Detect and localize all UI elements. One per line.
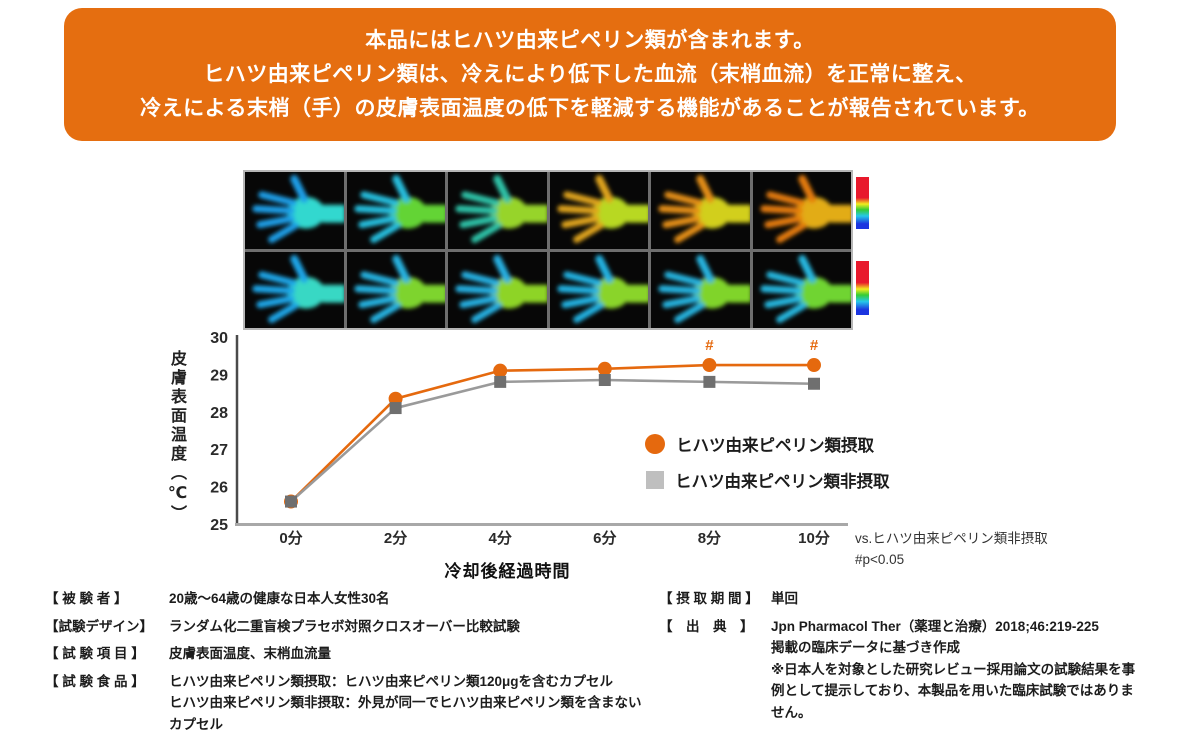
legend-item-intake: ヒハツ由来ピペリン類摂取 bbox=[645, 432, 890, 456]
thermal-hand-cell bbox=[752, 172, 851, 249]
x-tick-label: 8分 bbox=[698, 530, 721, 547]
thermal-hand-cell bbox=[651, 251, 750, 328]
thermal-hand-image bbox=[759, 254, 851, 323]
thermal-hand-image bbox=[252, 174, 344, 244]
significance-note-line-1: vs.ヒハツ由来ピペリン類非摂取 bbox=[855, 531, 1048, 546]
x-tick-label: 6分 bbox=[593, 530, 616, 547]
significance-note: vs.ヒハツ由来ピペリン類非摂取 #p<0.05 bbox=[855, 529, 1048, 571]
study-info-right-column: 【 摂 取 期 間 】単回【 出 典 】 Jpn Pharmacol Ther（薬… bbox=[659, 588, 1140, 742]
study-info-value: 単回 bbox=[771, 591, 798, 606]
study-info-row: 【 試 験 食 品 】 ヒハツ由来ピペリン類摂取：ヒハツ由来ピペリン類120μgを… bbox=[45, 671, 645, 736]
study-info-value: 皮膚表面温度、末梢血流量 bbox=[169, 646, 331, 662]
study-info-value: ヒハツ由来ピペリン類摂取：ヒハツ由来ピペリン類120μgを含むカプセル ヒハツ由… bbox=[169, 673, 642, 732]
thermal-hand-cell bbox=[549, 251, 648, 328]
study-info-label: 【 試 験 食 品 】 bbox=[45, 673, 145, 689]
thermal-hand-image bbox=[658, 254, 750, 323]
data-point-circle bbox=[807, 358, 821, 373]
study-info-left-column: 【 被 験 者 】 20歳～64歳の健康な日本人女性30名【試験デザイン】 ランダム… bbox=[45, 588, 645, 742]
data-point-square bbox=[808, 377, 820, 390]
y-axis-title: 皮膚表面温度（℃） bbox=[168, 350, 185, 524]
thermal-hand-image bbox=[658, 174, 750, 244]
claim-banner: 本品にはヒハツ由来ピペリン類が含まれます。 ヒハツ由来ピペリン類は、冷えにより低… bbox=[64, 8, 1116, 141]
thermal-hand-image bbox=[759, 174, 851, 244]
data-point-square bbox=[703, 375, 716, 388]
study-info-label: 【 出 典 】 bbox=[659, 618, 754, 634]
data-point-circle bbox=[702, 358, 717, 373]
study-info-value: Jpn Pharmacol Ther（薬理と治療）2018;46:219-225… bbox=[771, 618, 1136, 720]
thermal-hand-cell bbox=[549, 172, 648, 249]
legend-label-intake: ヒハツ由来ピペリン類摂取 bbox=[676, 437, 874, 455]
thermal-hand-cell bbox=[346, 172, 445, 249]
significance-note-line-2: #p<0.05 bbox=[855, 551, 905, 567]
thermal-hand-image bbox=[556, 254, 648, 323]
temperature-line-chart: 30 29 28 27 26 25 0分 2分 4分 6分 8分 10分 # # bbox=[150, 328, 1180, 596]
legend-circle-marker bbox=[645, 434, 665, 454]
thermal-hand-cell bbox=[752, 251, 851, 328]
study-info-label: 【 試 験 項 目 】 bbox=[45, 646, 145, 662]
claim-line-1: 本品にはヒハツ由来ピペリン類が含まれます。 bbox=[365, 28, 815, 52]
y-tick-label: 27 bbox=[210, 442, 228, 459]
thermal-hand-cell bbox=[651, 172, 750, 249]
study-info-label: 【試験デザイン】 bbox=[45, 618, 153, 634]
chart-legend: ヒハツ由来ピペリン類摂取 ヒハツ由来ピペリン類非摂取 bbox=[645, 432, 890, 504]
thermal-hand-cell bbox=[448, 172, 547, 249]
study-info-label: 【 摂 取 期 間 】 bbox=[659, 591, 759, 606]
legend-item-non-intake: ヒハツ由来ピペリン類非摂取 bbox=[645, 468, 890, 492]
x-tick-label: 2分 bbox=[384, 530, 407, 547]
significance-marker: # bbox=[705, 337, 714, 354]
thermal-hand-image bbox=[353, 174, 445, 244]
significance-marker: # bbox=[810, 337, 819, 354]
thermal-hand-image bbox=[353, 254, 445, 323]
thermal-hand-cell bbox=[346, 251, 445, 328]
x-tick-label: 10分 bbox=[798, 530, 830, 547]
thermal-hand-image bbox=[455, 174, 547, 244]
study-info-label: 【 被 験 者 】 bbox=[45, 591, 128, 606]
data-point-circle bbox=[493, 363, 508, 378]
thermal-hand-image bbox=[556, 174, 648, 244]
thermal-color-scale-bottom bbox=[856, 261, 869, 315]
thermal-hand-cell bbox=[245, 172, 344, 249]
x-axis-title: 冷却後経過時間 bbox=[444, 562, 571, 581]
data-point-square bbox=[285, 495, 297, 508]
thermal-hand-image bbox=[455, 254, 547, 323]
study-info-row: 【 出 典 】 Jpn Pharmacol Ther（薬理と治療）2018;46:… bbox=[659, 616, 1140, 724]
y-tick-label: 28 bbox=[210, 405, 228, 422]
claim-line-2: ヒハツ由来ピペリン類は、冷えにより低下した血流（末梢血流）を正常に整え、 bbox=[203, 62, 977, 86]
study-info-row: 【 摂 取 期 間 】単回 bbox=[659, 588, 1140, 610]
legend-label-non-intake: ヒハツ由来ピペリン類非摂取 bbox=[675, 473, 890, 491]
legend-square-marker bbox=[646, 471, 664, 489]
data-point-circle bbox=[597, 361, 612, 376]
y-tick-label: 25 bbox=[210, 517, 228, 534]
study-info-row: 【試験デザイン】 ランダム化二重盲検プラセボ対照クロスオーバー比較試験 bbox=[45, 616, 645, 638]
thermal-hand-image bbox=[252, 254, 344, 323]
chart-canvas: 30 29 28 27 26 25 0分 2分 4分 6分 8分 10分 # # bbox=[210, 330, 848, 547]
series-line-0 bbox=[290, 363, 814, 503]
data-point-square bbox=[494, 375, 507, 388]
thermal-image-grid bbox=[243, 170, 853, 330]
data-point-square bbox=[598, 374, 611, 387]
study-info-row: 【 試 験 項 目 】 皮膚表面温度、末梢血流量 bbox=[45, 643, 645, 665]
study-info-value: 20歳～64歳の健康な日本人女性30名 bbox=[169, 591, 390, 606]
study-info-value: ランダム化二重盲検プラセボ対照クロスオーバー比較試験 bbox=[169, 618, 520, 634]
thermal-color-scale-top bbox=[856, 177, 869, 229]
y-tick-label: 26 bbox=[210, 480, 228, 497]
claim-line-3: 冷えによる末梢（手）の皮膚表面温度の低下を軽減する機能があることが報告されていま… bbox=[140, 96, 1040, 120]
thermal-hand-cell bbox=[245, 251, 344, 328]
data-point-square bbox=[389, 402, 402, 415]
study-info-row: 【 被 験 者 】 20歳～64歳の健康な日本人女性30名 bbox=[45, 588, 645, 610]
thermal-hand-cell bbox=[448, 251, 547, 328]
study-info-section: 【 被 験 者 】 20歳～64歳の健康な日本人女性30名【試験デザイン】 ランダム… bbox=[45, 588, 1140, 742]
series-line-1 bbox=[290, 378, 815, 503]
x-tick-label: 0分 bbox=[279, 530, 302, 547]
y-tick-label: 29 bbox=[210, 367, 228, 384]
y-tick-label: 30 bbox=[210, 330, 228, 347]
x-tick-label: 4分 bbox=[489, 530, 512, 547]
